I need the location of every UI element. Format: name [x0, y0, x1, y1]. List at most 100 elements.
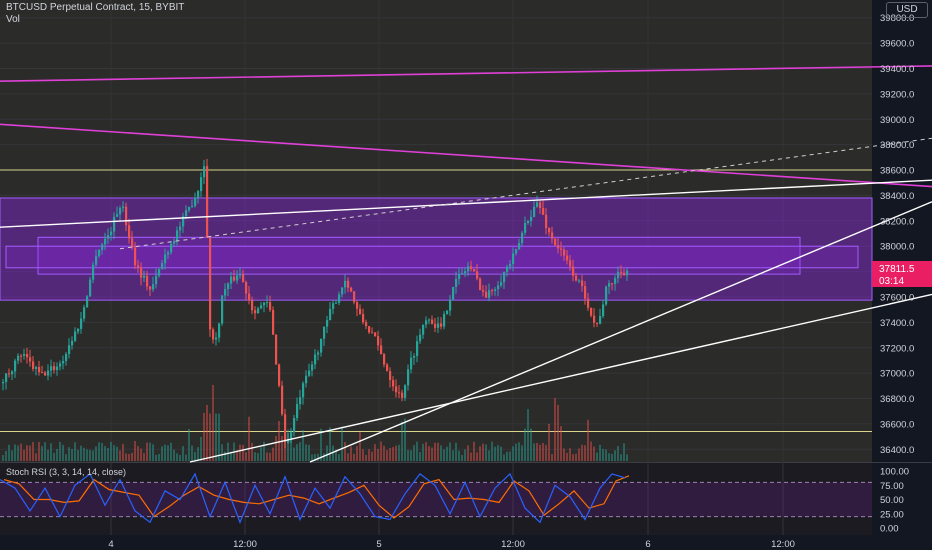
candle-body	[95, 256, 98, 265]
candle-body	[347, 280, 350, 288]
volume-bar	[497, 445, 499, 461]
volume-bar	[407, 449, 409, 461]
candle-body	[260, 305, 263, 309]
candle-body	[326, 320, 329, 327]
magenta-falling-trendline[interactable]	[0, 123, 932, 188]
candle-body	[443, 313, 446, 327]
candle-body	[578, 280, 581, 282]
candle-body	[569, 260, 572, 267]
candle-body	[572, 266, 575, 276]
candle-body	[407, 369, 410, 386]
volume-bar	[155, 454, 157, 461]
candle-body	[461, 273, 464, 275]
candle-body	[128, 225, 131, 239]
volume-bar	[329, 427, 331, 461]
candle-body	[80, 318, 83, 329]
candle-body	[74, 331, 77, 341]
candle-body	[476, 271, 479, 279]
volume-bar	[332, 445, 334, 461]
volume-bar	[446, 446, 448, 461]
candle-body	[554, 238, 557, 246]
volume-bar	[236, 450, 238, 461]
candle-body	[65, 353, 68, 361]
volume-bar	[26, 445, 28, 461]
y-tick-label: 39200.0	[880, 89, 914, 100]
volume-bar	[617, 446, 619, 461]
candle-body	[350, 287, 353, 292]
candle-body	[53, 366, 56, 371]
stoch-rsi-title: Stoch RSI (3, 3, 14, 14, close)	[6, 467, 126, 477]
candle-body	[551, 232, 554, 239]
volume-bar	[443, 449, 445, 461]
volume-bar	[167, 445, 169, 461]
volume-bar	[578, 448, 580, 461]
candle-body	[284, 414, 287, 443]
volume-bar	[143, 453, 145, 461]
candle-body	[593, 315, 596, 323]
volume-bar	[242, 444, 244, 461]
y-tick-label: 38000.0	[880, 242, 914, 253]
last-price-tag: 37811.5 03:14	[872, 261, 932, 287]
volume-bar	[476, 452, 478, 461]
volume-bar	[101, 442, 103, 461]
volume-bar	[533, 443, 535, 461]
volume-bar	[287, 429, 289, 461]
candle-body	[68, 345, 71, 354]
candle-body	[254, 310, 257, 314]
volume-bar	[530, 428, 532, 461]
candle-body	[485, 291, 488, 298]
volume-bar	[389, 448, 391, 461]
volume-bar	[374, 444, 376, 461]
white-dashed-trendline[interactable]	[119, 137, 932, 250]
volume-bar	[539, 444, 541, 461]
volume-bar	[347, 453, 349, 461]
x-tick-label: 4	[108, 539, 113, 550]
candle-body	[56, 366, 59, 371]
candle-body	[305, 375, 308, 384]
candle-body	[515, 249, 518, 254]
volume-bar	[581, 444, 583, 461]
candle-body	[83, 307, 86, 319]
y-tick-label: 37000.0	[880, 369, 914, 380]
volume-bar	[86, 449, 88, 461]
candle-body	[101, 244, 104, 250]
rsi-d-line	[3, 475, 630, 519]
candle-body	[425, 320, 428, 325]
volume-bar	[215, 413, 217, 461]
candle-body	[35, 367, 38, 369]
volume-label[interactable]: Vol	[6, 14, 20, 25]
volume-bar	[38, 442, 40, 461]
white-upper-trendline[interactable]	[0, 179, 932, 228]
candle-body	[131, 238, 134, 248]
currency-button[interactable]: USD	[886, 2, 928, 18]
magenta-upper-trendline[interactable]	[0, 65, 932, 82]
time-axis[interactable]	[0, 535, 932, 550]
white-steep-trendline[interactable]	[309, 201, 932, 463]
symbol-title[interactable]: BTCUSD Perpetual Contract, 15, BYBIT	[6, 2, 185, 13]
volume-bar	[335, 449, 337, 461]
volume-bar	[14, 444, 16, 461]
candle-body	[257, 308, 260, 314]
y-tick-label: 36600.0	[880, 419, 914, 430]
volume-bar	[98, 442, 100, 461]
volume-bar	[350, 446, 352, 461]
candle-body	[191, 205, 194, 207]
candle-body	[182, 216, 185, 227]
candle-body	[521, 232, 524, 243]
rsi-tick-label: 75.00	[880, 481, 904, 492]
volume-bar	[293, 447, 295, 461]
candle-body	[47, 370, 50, 376]
candle-body	[236, 275, 239, 281]
candle-body	[566, 255, 569, 261]
candle-body	[152, 284, 155, 290]
drawings-layer[interactable]	[0, 65, 932, 463]
candle-body	[188, 206, 191, 211]
candle-body	[374, 332, 377, 337]
volume-bar	[260, 447, 262, 461]
white-lower-trendline[interactable]	[189, 293, 932, 463]
candle-body	[212, 329, 215, 340]
zones-layer	[0, 169, 873, 433]
candle-body	[77, 328, 80, 332]
candle-body	[419, 334, 422, 342]
